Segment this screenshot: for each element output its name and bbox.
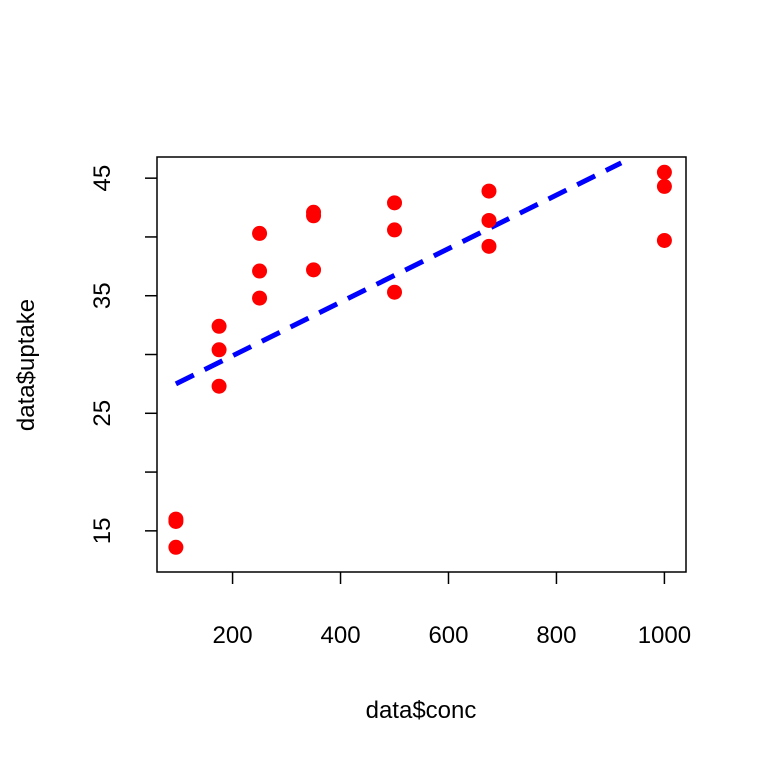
x-tick-label: 1000	[638, 622, 691, 649]
fit-line	[174, 160, 623, 387]
data-point	[481, 183, 497, 199]
plot-frame	[156, 156, 687, 573]
y-tick-label: 45	[89, 165, 116, 192]
data-point	[252, 263, 268, 279]
data-point	[306, 208, 322, 224]
y-axis-title: data$uptake	[13, 299, 40, 431]
data-point	[656, 232, 672, 248]
data-point	[211, 378, 227, 394]
y-tick-label: 15	[89, 518, 116, 545]
x-tick-label: 600	[428, 622, 468, 649]
data-point	[306, 262, 322, 278]
x-tick-label: 200	[213, 622, 253, 649]
y-tick-label: 25	[89, 400, 116, 427]
x-tick-label: 800	[536, 622, 576, 649]
data-point	[387, 195, 403, 211]
data-point	[211, 318, 227, 334]
data-point	[481, 212, 497, 228]
y-tick-label: 35	[89, 282, 116, 309]
data-point	[252, 225, 268, 241]
data-point	[168, 539, 184, 555]
data-point	[168, 513, 184, 529]
x-axis-title: data$conc	[366, 697, 477, 724]
data-point	[211, 342, 227, 358]
data-point	[481, 238, 497, 254]
data-point	[387, 284, 403, 300]
x-tick-label: 400	[321, 622, 361, 649]
data-point	[252, 290, 268, 306]
points-layer	[168, 164, 672, 555]
data-point	[656, 178, 672, 194]
data-point	[387, 222, 403, 238]
data-point	[656, 164, 672, 180]
y-axis: 15 25 35 45	[89, 165, 157, 544]
fit-line-layer	[174, 160, 623, 387]
x-axis: 200 400 600 800 1000	[213, 572, 691, 649]
